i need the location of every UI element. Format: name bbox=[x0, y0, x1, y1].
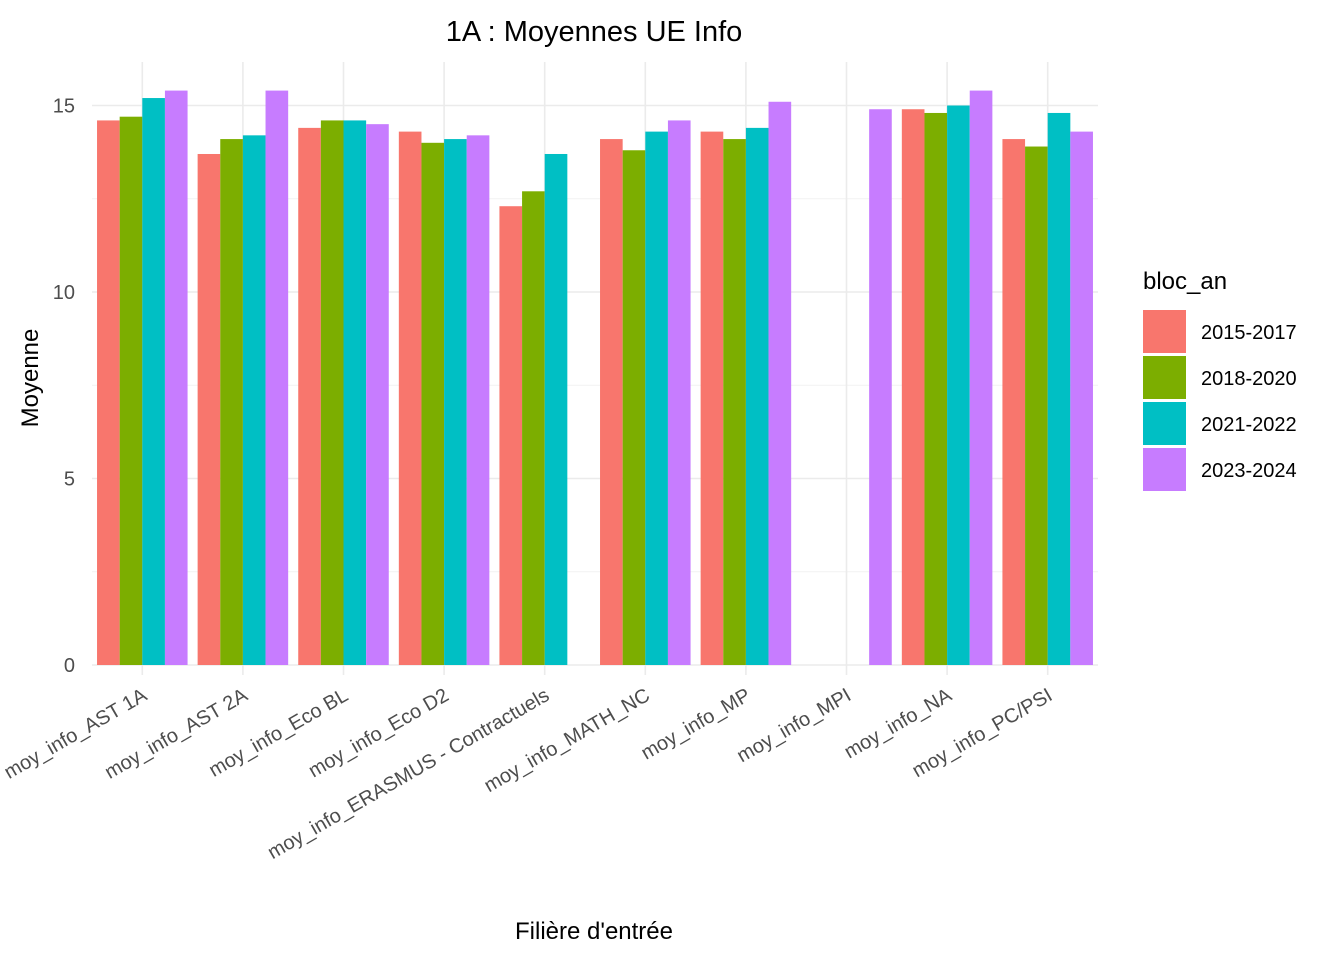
bar bbox=[466, 135, 490, 666]
y-axis-title: Moyenne bbox=[17, 329, 44, 428]
y-tick-label: 10 bbox=[53, 282, 75, 304]
bar bbox=[197, 153, 221, 666]
bar bbox=[869, 109, 892, 666]
bar bbox=[343, 120, 367, 666]
legend-swatch bbox=[1143, 356, 1186, 399]
x-axis-title: Filière d'entrée bbox=[515, 918, 673, 945]
bar bbox=[119, 116, 143, 665]
bar bbox=[421, 142, 445, 666]
bar bbox=[97, 120, 120, 666]
bar bbox=[298, 127, 321, 665]
bar bbox=[1047, 112, 1071, 665]
legend-label: 2023-2024 bbox=[1201, 460, 1297, 482]
legend-label: 2021-2022 bbox=[1201, 414, 1297, 436]
bar bbox=[969, 90, 993, 665]
y-tick-label: 5 bbox=[64, 469, 75, 491]
legend-swatch bbox=[1143, 310, 1186, 353]
chart-title: 1A : Moyennes UE Info bbox=[446, 16, 743, 48]
bar bbox=[947, 105, 970, 665]
bar bbox=[320, 120, 344, 666]
legend-swatch bbox=[1143, 448, 1186, 491]
legend-swatch bbox=[1143, 402, 1186, 445]
bar bbox=[265, 90, 289, 665]
bar bbox=[622, 150, 646, 665]
bar bbox=[242, 135, 266, 666]
bar bbox=[398, 131, 422, 666]
bar bbox=[745, 127, 769, 665]
bar bbox=[1025, 146, 1048, 665]
bars bbox=[97, 90, 1093, 666]
legend-label: 2018-2020 bbox=[1201, 368, 1297, 390]
bar bbox=[444, 139, 467, 665]
bar bbox=[667, 120, 691, 666]
legend-label: 2015-2017 bbox=[1201, 322, 1297, 344]
bar bbox=[600, 139, 623, 665]
bar bbox=[645, 131, 668, 666]
bar bbox=[700, 131, 724, 666]
bar bbox=[924, 112, 948, 665]
legend-items: 2015-2017 2018-2020 2021-2022 2023-2024 bbox=[1143, 310, 1297, 491]
x-tick-label: moy_info_MPI bbox=[733, 684, 855, 767]
bar bbox=[544, 153, 568, 666]
legend-title: bloc_an bbox=[1143, 268, 1227, 295]
y-tick-label: 15 bbox=[53, 96, 75, 118]
bar bbox=[220, 139, 243, 665]
x-tick-label: moy_info_MATH_NC bbox=[480, 684, 653, 797]
bar bbox=[901, 109, 925, 666]
bar bbox=[1002, 139, 1026, 665]
y-tick-labels: 0 5 10 15 bbox=[53, 96, 75, 678]
bar bbox=[142, 98, 165, 666]
bar bbox=[522, 191, 545, 666]
bar bbox=[723, 139, 746, 665]
bar bbox=[164, 90, 188, 665]
bar bbox=[499, 206, 523, 665]
bar bbox=[768, 101, 792, 665]
y-tick-label: 0 bbox=[64, 655, 75, 677]
bar bbox=[1070, 131, 1093, 666]
legend: bloc_an 2015-2017 2018-2020 2021-2022 2023-… bbox=[1143, 268, 1297, 491]
bar bbox=[366, 124, 389, 665]
